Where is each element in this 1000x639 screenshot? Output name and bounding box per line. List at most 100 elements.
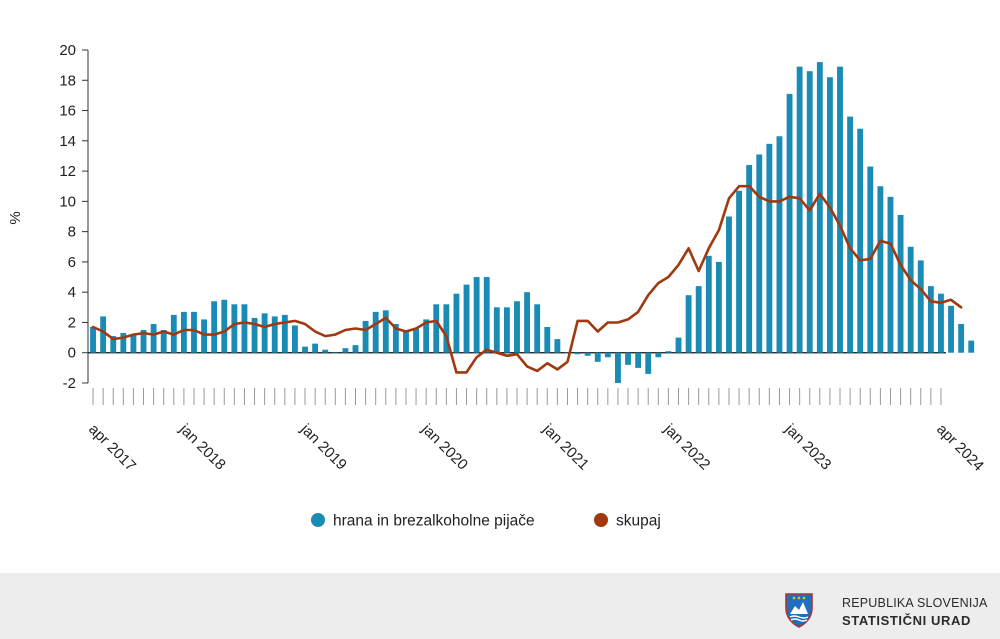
bar-65	[746, 165, 753, 353]
bar-42	[514, 301, 520, 353]
bar-27	[362, 320, 369, 353]
bar-70	[796, 66, 803, 353]
y-tick-label-10: 10	[59, 193, 76, 210]
footer: REPUBLIKA SLOVENIJA STATISTIČNI URAD	[0, 573, 1000, 639]
y-tick-label-8: 8	[68, 224, 76, 241]
line-skupaj	[91, 184, 963, 374]
bar-22	[312, 343, 319, 353]
organization-name: REPUBLIKA SLOVENIJA STATISTIČNI URAD	[842, 595, 988, 629]
bar-46	[554, 339, 561, 353]
bar-51	[604, 352, 611, 358]
org-line-2: STATISTIČNI URAD	[842, 613, 971, 628]
bar-84	[938, 293, 944, 353]
bar-21	[302, 346, 308, 353]
x-tick-label-5: jan 2022	[660, 420, 713, 473]
bar-82	[917, 260, 924, 353]
bar-85	[948, 305, 954, 353]
slovenia-coat-of-arms-icon	[784, 592, 814, 628]
y-axis-label: %	[7, 211, 24, 224]
bar-35	[443, 304, 450, 353]
bar-40	[493, 307, 500, 353]
bar-29	[382, 310, 389, 353]
bar-19	[281, 314, 288, 353]
bar-60	[695, 286, 702, 353]
bar-64	[736, 190, 742, 353]
bar-23	[322, 349, 329, 353]
bar-86	[958, 323, 965, 353]
x-tick-label-7: apr 2024	[933, 421, 987, 475]
bar-6	[150, 323, 157, 353]
bar-61	[705, 255, 712, 353]
bar-79	[887, 196, 894, 353]
bar-17	[261, 313, 268, 353]
y-tick-label-4: 4	[68, 284, 76, 301]
y-tick-label-18: 18	[59, 72, 76, 89]
y-tick-label-16: 16	[59, 103, 76, 120]
bar-24	[332, 352, 339, 354]
bar-54	[635, 352, 642, 368]
bar-20	[292, 325, 298, 353]
bar-78	[877, 186, 884, 353]
bar-30	[392, 323, 399, 353]
bar-81	[907, 246, 914, 353]
y-tick-label-0: 0	[68, 345, 76, 362]
bar-63	[726, 216, 732, 353]
bar-76	[857, 128, 864, 353]
bar-50	[594, 352, 601, 362]
bar-16	[251, 317, 258, 353]
bar-0	[90, 326, 96, 353]
x-tick-label-3: jan 2020	[418, 420, 471, 473]
y-tick-label-6: 6	[68, 254, 76, 271]
bar-10	[191, 311, 197, 353]
bar-34	[433, 304, 440, 353]
bar-59	[685, 295, 692, 353]
bar-74	[837, 66, 843, 353]
bar-56	[655, 352, 662, 358]
bar-1	[100, 316, 107, 353]
bar-80	[897, 214, 904, 353]
bar-5	[140, 330, 147, 353]
bar-14	[231, 304, 238, 353]
bar-69	[786, 93, 793, 353]
bar-11	[201, 319, 208, 353]
bar-9	[180, 311, 187, 353]
bar-55	[645, 352, 652, 374]
bar-15	[241, 304, 248, 353]
bar-18	[271, 316, 278, 353]
legend-label-total: skupaj	[616, 513, 661, 530]
bar-67	[766, 143, 773, 353]
x-axis-tick-labels: apr 2017 jan 2018 jan 2019 jan 2020 jan 2021…	[85, 420, 987, 475]
bar-7	[160, 330, 167, 353]
bar-87	[968, 340, 975, 353]
y-tick-label-2: 2	[68, 314, 76, 331]
x-tick-label-2: jan 2019	[296, 420, 349, 473]
legend-marker-total	[594, 513, 608, 527]
bar-68	[776, 136, 783, 353]
bar-25	[342, 348, 349, 353]
legend: hrana in brezalkoholne pijače skupaj	[311, 513, 661, 530]
org-line-1: REPUBLIKA SLOVENIJA	[842, 596, 988, 610]
legend-label-food: hrana in brezalkoholne pijače	[333, 513, 535, 530]
bar-73	[826, 77, 833, 353]
x-tick-label-6: jan 2023	[781, 420, 834, 473]
y-tick-label--2: -2	[63, 375, 76, 392]
bar-66	[756, 154, 763, 353]
bar-2	[110, 336, 117, 353]
bar-49	[584, 352, 591, 356]
bar-43	[524, 292, 531, 353]
bar-32	[413, 328, 419, 353]
bar-33	[423, 319, 430, 353]
y-tick-label-12: 12	[59, 163, 76, 180]
bar-47	[564, 352, 571, 354]
bar-31	[403, 331, 409, 353]
bar-41	[503, 307, 510, 353]
bar-3	[120, 333, 127, 353]
bar-58	[675, 337, 682, 353]
bar-38	[473, 277, 480, 353]
bar-71	[806, 71, 813, 353]
bar-13	[221, 299, 228, 353]
bar-39	[483, 277, 490, 353]
bar-52	[615, 352, 621, 383]
bar-26	[352, 345, 359, 353]
bar-36	[453, 293, 460, 353]
